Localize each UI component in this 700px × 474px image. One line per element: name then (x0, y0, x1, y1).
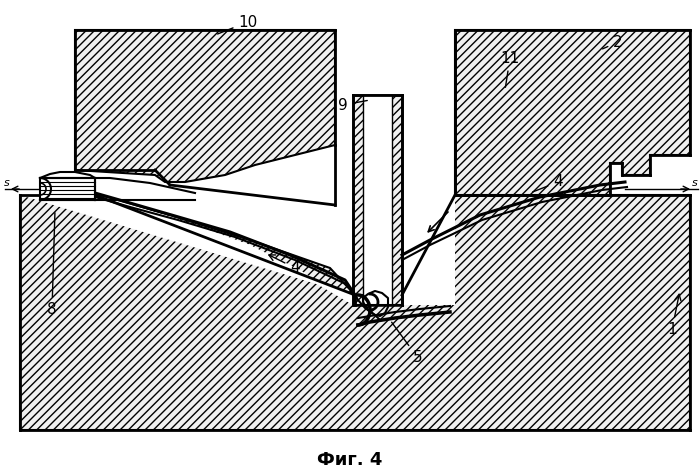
Polygon shape (40, 178, 95, 200)
Text: 4: 4 (269, 255, 300, 275)
Text: 8: 8 (47, 213, 57, 318)
Text: 5: 5 (391, 322, 423, 365)
Text: Фиг. 4: Фиг. 4 (317, 451, 383, 469)
Text: s: s (4, 178, 10, 188)
Polygon shape (455, 30, 690, 195)
Text: 10: 10 (218, 15, 258, 34)
Text: 1: 1 (667, 294, 681, 337)
Text: 2: 2 (603, 35, 623, 49)
Text: 11: 11 (500, 51, 519, 87)
Polygon shape (363, 95, 392, 305)
Polygon shape (20, 170, 95, 195)
Text: 4: 4 (533, 174, 563, 192)
Polygon shape (20, 195, 690, 430)
Polygon shape (95, 195, 353, 305)
Polygon shape (402, 195, 455, 305)
Text: 9: 9 (338, 98, 368, 112)
Polygon shape (353, 95, 402, 305)
Text: s: s (692, 178, 698, 188)
Polygon shape (20, 195, 353, 305)
Polygon shape (75, 30, 335, 182)
